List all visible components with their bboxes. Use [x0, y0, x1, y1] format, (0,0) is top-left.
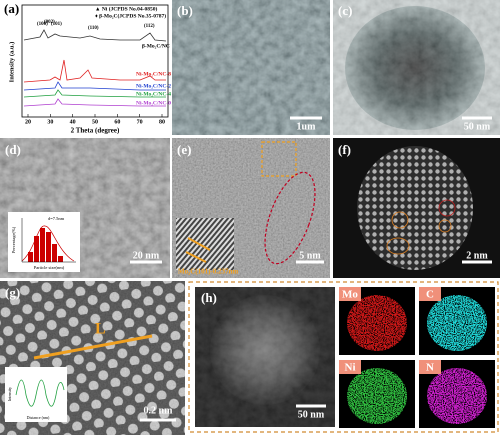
scale-label: 2 nm — [466, 250, 488, 261]
curve — [23, 81, 166, 91]
curve-label: Ni-Mo₂C/NC-2 — [136, 83, 171, 89]
curve-label: Ni-Mo₂C/NC-8 — [136, 71, 171, 77]
panel-label: (g) — [5, 285, 20, 300]
map-label-bg — [339, 360, 361, 374]
x-tick-label: 50 — [92, 119, 98, 125]
curve — [23, 98, 166, 107]
x-axis-label: 2 Theta (degree) — [71, 127, 120, 135]
peak-label: (101) — [51, 22, 62, 27]
scale-label: 5 nm — [299, 250, 321, 261]
image-texture — [195, 287, 335, 427]
inset-x-label: Distance (nm) — [27, 415, 50, 420]
scale-label: 50 nm — [464, 121, 491, 132]
map-label-bg — [419, 287, 441, 301]
x-tick-label: 70 — [137, 119, 143, 125]
legend-entry: ♦ β-Mo₂C(JCPDS No.35-0787) — [95, 12, 166, 19]
scale-label: 50 nm — [298, 409, 325, 420]
fringe-marker — [185, 237, 211, 263]
inset-y-label: Intensity — [7, 387, 12, 401]
panel-label: (f) — [338, 142, 351, 157]
marker — [386, 237, 410, 255]
particle — [357, 146, 473, 270]
marker — [438, 219, 452, 233]
panel-label: (c) — [338, 3, 352, 18]
panel-b: (b) 1um — [172, 0, 330, 135]
x-ticks: 20 30 40 50 60 70 80 — [25, 114, 165, 125]
inset-label: Mo₂C(101)-0.237nm — [178, 268, 238, 276]
panel-label: (b) — [177, 3, 193, 18]
curve-label: β-Mo₂C/NC — [142, 43, 170, 49]
x-tick-label: 40 — [70, 119, 76, 125]
panel-label: (h) — [201, 290, 217, 305]
inset-y-label: Percentage(%) — [11, 226, 16, 253]
profile-curve — [15, 379, 65, 407]
panel-label: (e) — [177, 142, 191, 157]
scale-label: 20 nm — [133, 250, 160, 261]
peak-label: (112) — [144, 24, 155, 29]
peak-label: (110) — [88, 26, 99, 31]
line-marker: L — [95, 321, 106, 338]
map-label: C — [426, 289, 434, 301]
map-label: Mo — [342, 289, 358, 301]
element-maps: Mo C Ni N — [339, 287, 495, 428]
panel-label: (a) — [4, 1, 19, 16]
map-label-bg — [419, 360, 441, 374]
highlight-box — [261, 141, 297, 177]
panel-a: (a) ▲ Ni (JCPDS No.04-0850) ♦ β-Mo₂C(JCP… — [4, 1, 171, 135]
marker — [438, 199, 456, 217]
y-axis-label: Intensity (a.u.) — [8, 42, 15, 83]
peak-label: (002) — [44, 20, 55, 25]
curve-label: Ni-Mo₂C/NC-0 — [136, 100, 171, 106]
peak-label: (100) — [37, 22, 48, 27]
curve — [23, 59, 166, 83]
scale-label: 0.2 nm — [144, 405, 174, 416]
scale-label: 1um — [297, 121, 317, 132]
inset-title: d=7.5nm — [48, 216, 65, 221]
map-label: Ni — [345, 362, 356, 374]
highlight-ellipse — [264, 171, 316, 265]
fit-curve — [21, 225, 75, 262]
panel-d: (d) d=7.5nm Percentage(%) Particle size(… — [0, 138, 170, 278]
image-texture — [172, 0, 330, 135]
curve — [23, 29, 167, 42]
panel-e: (e) Mo₂C(101)-0.237nm 5 nm — [172, 138, 330, 278]
legend-entry: ▲ Ni (JCPDS No.04-0850) — [95, 5, 157, 12]
histogram — [28, 228, 63, 262]
x-tick-label: 30 — [47, 119, 53, 125]
map-label-bg — [339, 287, 361, 301]
inset-x-label: Particle size(nm) — [34, 265, 65, 270]
map-label: N — [426, 362, 434, 374]
curve — [23, 89, 166, 98]
plot-frame — [21, 4, 169, 118]
line-profile — [33, 334, 153, 360]
panel-label: (d) — [5, 142, 21, 157]
panel-h: (h) 50 nm Mo C Ni N — [188, 281, 499, 433]
panel-c: (c) 50 nm — [333, 0, 500, 135]
panel-g: Intensity Distance (nm) (g) L 0.2 nm — [0, 281, 185, 435]
marker — [391, 211, 409, 229]
x-tick-label: 20 — [25, 119, 31, 125]
image-texture — [333, 0, 500, 135]
panel-f: (f) 2 nm — [333, 138, 500, 278]
x-tick-label: 60 — [114, 119, 120, 125]
x-tick-label: 80 — [159, 119, 165, 125]
curve-label: Ni-Mo₂C/NC-4 — [136, 91, 171, 97]
